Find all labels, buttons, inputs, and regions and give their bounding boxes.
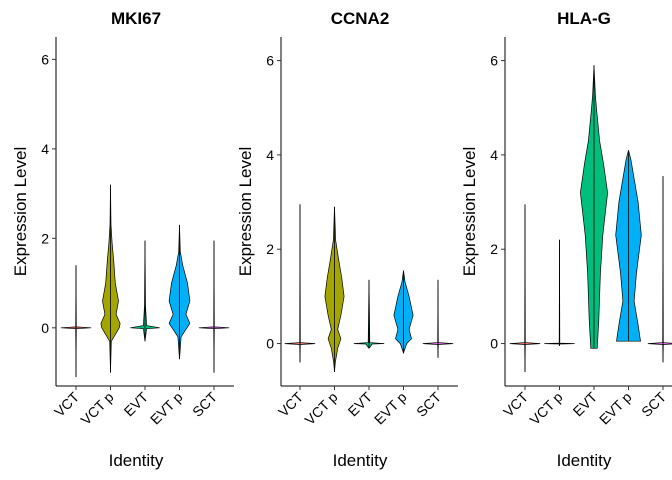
y-tick-label: 2	[490, 241, 498, 257]
x-tick-label: VCT p	[526, 389, 565, 428]
x-tick-label: SCT	[413, 388, 444, 419]
y-tick-label: 2	[41, 230, 49, 246]
x-tick-label: EVT	[345, 388, 376, 419]
y-tick-label: 4	[41, 141, 49, 157]
x-tick-label: EVT p	[371, 389, 410, 428]
y-tick-label: 6	[490, 53, 498, 69]
y-tick-label: 6	[266, 53, 274, 69]
x-tick-label: EVT	[570, 388, 601, 419]
violin-sct	[647, 176, 672, 363]
y-axis-label: Expression Level	[236, 147, 255, 276]
panel-title: HLA-G	[557, 9, 611, 28]
y-axis-label: Expression Level	[460, 147, 479, 276]
x-tick-label: SCT	[189, 388, 220, 419]
x-tick-label: SCT	[638, 388, 669, 419]
x-tick-label: EVT p	[147, 389, 186, 428]
y-tick-label: 0	[266, 336, 274, 352]
x-axis-label: Identity	[333, 451, 388, 470]
y-tick-label: 0	[490, 336, 498, 352]
y-tick-label: 0	[41, 320, 49, 336]
panel-title: MKI67	[111, 9, 161, 28]
y-axis-label: Expression Level	[11, 147, 30, 276]
x-tick-label: VCT p	[301, 389, 340, 428]
x-tick-label: EVT	[121, 388, 152, 419]
y-tick-label: 4	[266, 147, 274, 163]
y-tick-label: 4	[490, 147, 498, 163]
x-tick-label: VCT p	[77, 389, 116, 428]
panel-title: CCNA2	[331, 9, 390, 28]
x-axis-label: Identity	[557, 451, 612, 470]
y-tick-label: 6	[41, 51, 49, 67]
x-axis-label: Identity	[109, 451, 164, 470]
x-tick-label: EVT p	[596, 389, 635, 428]
y-tick-label: 2	[266, 241, 274, 257]
